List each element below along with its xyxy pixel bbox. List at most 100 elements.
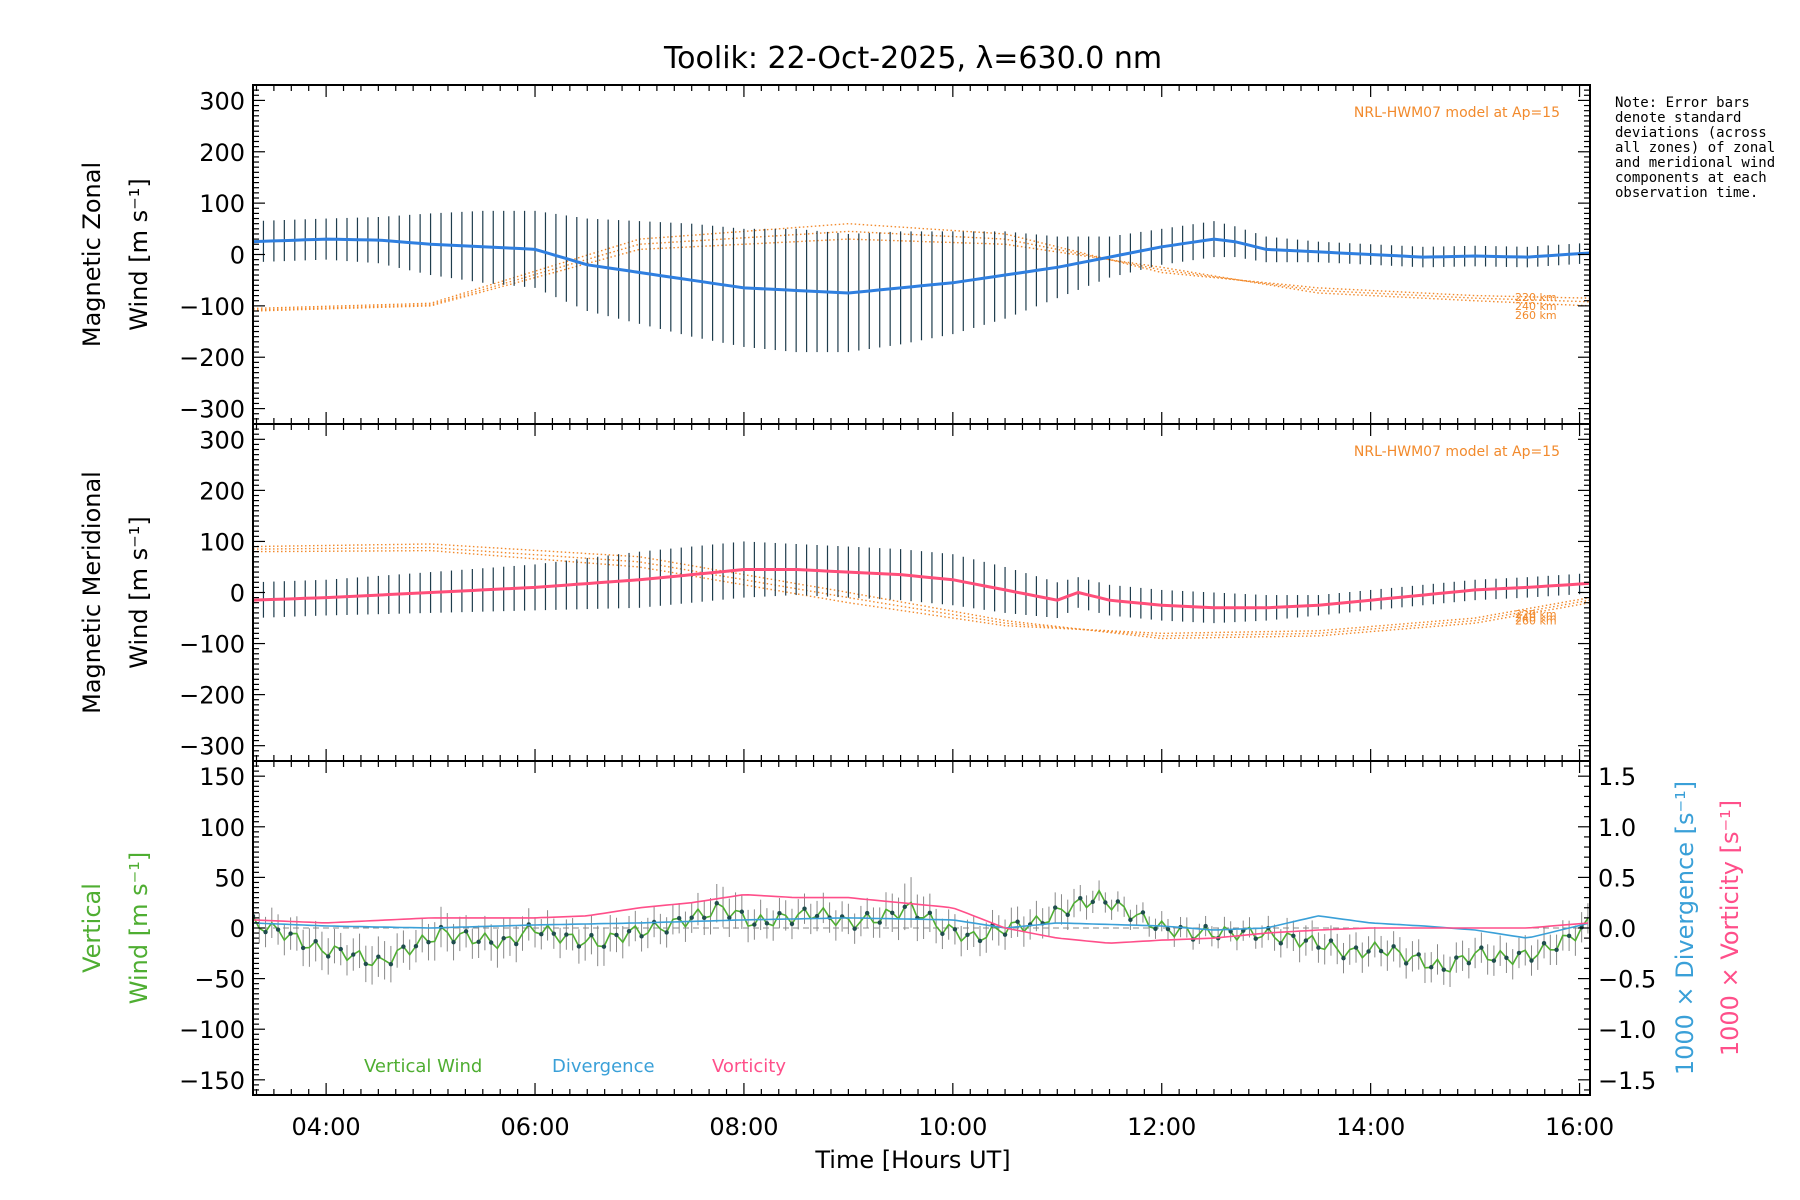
data-point — [1341, 955, 1346, 961]
data-point — [739, 909, 745, 914]
data-point — [777, 911, 782, 916]
data-point — [1228, 929, 1233, 934]
data-point — [752, 922, 757, 927]
data-point — [589, 932, 594, 938]
y-axis-label-line2: Wind [m s⁻¹] — [125, 516, 153, 668]
data-point — [1153, 926, 1158, 931]
panel-meridional-data — [253, 541, 1590, 640]
y-tick-label: −200 — [179, 344, 245, 372]
y-tick-label: −300 — [179, 733, 245, 761]
data-point — [463, 929, 469, 934]
data-point — [576, 944, 582, 949]
data-point — [601, 944, 607, 949]
x-tick-label: 14:00 — [1336, 1113, 1405, 1141]
model-curve — [253, 549, 1590, 634]
series-line — [253, 568, 1590, 610]
data-point — [1378, 948, 1384, 954]
y2-tick-label: 1.5 — [1598, 763, 1636, 791]
data-point — [1366, 949, 1371, 954]
data-point — [351, 952, 356, 957]
y-tick-label: 300 — [199, 426, 245, 454]
y-tick-label: 50 — [214, 864, 245, 892]
model-curve — [253, 222, 1590, 310]
data-point — [1303, 938, 1309, 943]
data-point — [1416, 952, 1421, 957]
data-point — [1253, 936, 1258, 941]
data-point — [501, 936, 506, 941]
data-point — [401, 944, 406, 949]
series-line — [253, 888, 1589, 973]
panel-vertical: 150 100 50 0 −50 −100 −150 1.5 1.0 0.5 0.0 −0.5 −1.0… — [78, 760, 1744, 1096]
y-tick-label: 300 — [199, 87, 245, 115]
data-point — [1278, 941, 1284, 946]
legend-item-vertical-wind: Vertical Wind — [364, 1056, 482, 1077]
data-point — [1015, 919, 1020, 924]
data-point — [965, 932, 970, 938]
data-point — [1291, 933, 1296, 939]
data-point — [864, 910, 870, 916]
legend-item-divergence: Divergence — [552, 1056, 655, 1077]
legend-item-vorticity: Vorticity — [712, 1056, 786, 1077]
y-tick-label: −100 — [179, 293, 245, 321]
data-point — [664, 930, 669, 935]
data-point — [702, 915, 707, 921]
data-point — [764, 921, 770, 926]
y-axis-label-line1: Magnetic Zonal — [78, 162, 106, 347]
x-tick-label: 12:00 — [1127, 1113, 1196, 1141]
y-tick-label: 0 — [230, 915, 245, 943]
data-point — [977, 938, 983, 944]
model-altitude-label: 260 km — [1515, 615, 1557, 628]
model-altitude-label: 260 km — [1515, 309, 1557, 322]
series-line — [253, 915, 1589, 939]
y2-tick-label: −1.5 — [1598, 1067, 1656, 1095]
model-altitude-label: 220 km — [1515, 608, 1557, 621]
data-point — [426, 939, 431, 945]
data-point — [1529, 958, 1534, 963]
data-point — [539, 932, 544, 937]
model-label: NRL-HWM07 model at Ap=15 — [1354, 444, 1560, 460]
y-tick-label: 200 — [199, 139, 245, 167]
data-point — [288, 931, 293, 936]
y-tick-label: −100 — [179, 631, 245, 659]
y-tick-label: −300 — [179, 396, 245, 424]
y-tick-label: 0 — [230, 242, 245, 270]
data-point — [326, 954, 331, 959]
data-point — [1504, 955, 1509, 960]
model-label: NRL-HWM07 model at Ap=15 — [1354, 105, 1560, 121]
data-point — [689, 915, 694, 920]
data-point — [1002, 932, 1008, 937]
y-tick-label: 150 — [199, 763, 245, 791]
data-point — [514, 941, 519, 947]
data-point — [614, 932, 619, 938]
data-point — [1391, 944, 1396, 949]
data-point — [1541, 941, 1547, 946]
data-point — [1078, 895, 1083, 901]
model-altitude-label: 240 km — [1515, 300, 1557, 313]
x-tick-label: 08:00 — [709, 1113, 778, 1141]
y-tick-label: 100 — [199, 528, 245, 556]
data-point — [263, 929, 268, 935]
vorticity-axis-label: 1000 × Vorticity [s⁻¹] — [1716, 800, 1744, 1056]
y2-tick-label: −0.5 — [1598, 966, 1656, 994]
model-altitude-label: 240 km — [1515, 611, 1557, 624]
data-point — [626, 928, 632, 934]
y-tick-label: −100 — [179, 1016, 245, 1044]
y-tick-label: −200 — [179, 682, 245, 710]
data-point — [1165, 926, 1171, 932]
data-point — [338, 946, 343, 952]
data-point — [1353, 945, 1359, 950]
divergence-axis-label: 1000 × Divergence [s⁻¹] — [1671, 781, 1699, 1075]
data-point — [1403, 961, 1409, 966]
data-point — [551, 931, 557, 936]
data-point — [1128, 917, 1133, 923]
data-point — [877, 920, 882, 925]
model-curve — [253, 543, 1590, 640]
y-axis-label-line2: Wind [m s⁻¹] — [125, 178, 153, 330]
model-altitude-label: 220 km — [1515, 291, 1557, 304]
data-point — [1429, 965, 1434, 970]
data-point — [1454, 955, 1459, 960]
panel-zonal-data — [253, 210, 1590, 353]
data-point — [789, 921, 795, 927]
data-point — [1516, 950, 1522, 956]
chart-title: Toolik: 22-Oct-2025, λ=630.0 nm — [663, 41, 1162, 76]
